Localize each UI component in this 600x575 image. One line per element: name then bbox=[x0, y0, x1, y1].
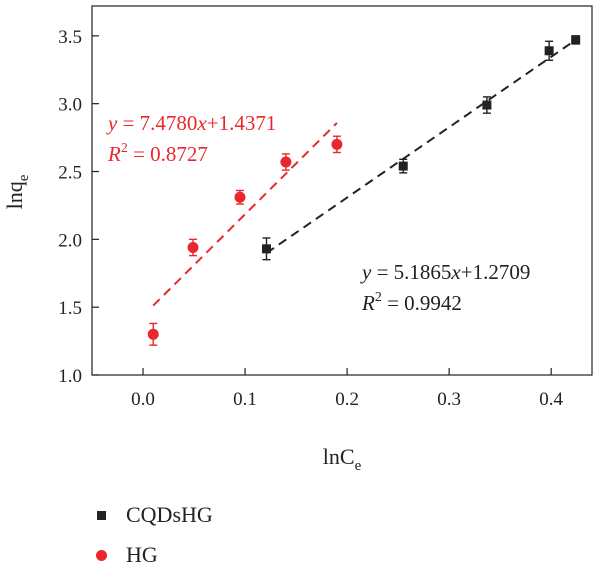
x-tick-label: 0.3 bbox=[437, 389, 461, 410]
cqdshg-point bbox=[398, 161, 408, 171]
y-tick-label: 3.5 bbox=[58, 27, 82, 48]
y-tick-label: 3.0 bbox=[58, 95, 82, 116]
legend-item-cqdshg: CQDsHG bbox=[90, 495, 213, 535]
y-tick-label: 2.5 bbox=[58, 163, 82, 184]
x-tick-label: 0.1 bbox=[233, 389, 257, 410]
x-tick-label: 0.4 bbox=[539, 389, 563, 410]
x-tick-label: 0.0 bbox=[131, 389, 155, 410]
plot-frame bbox=[91, 5, 593, 376]
hg-point bbox=[331, 138, 343, 150]
hg-fit-line bbox=[152, 122, 338, 307]
legend-label-cqdshg: CQDsHG bbox=[126, 502, 213, 527]
circle-marker-icon bbox=[95, 549, 107, 561]
cqdshg-point bbox=[482, 100, 492, 110]
hg-point bbox=[234, 191, 246, 203]
square-marker-icon bbox=[96, 510, 106, 520]
hg-fit-equation: y = 7.4780x+1.4371 bbox=[106, 111, 276, 135]
hg-point bbox=[147, 328, 159, 340]
x-tick-label: 0.2 bbox=[335, 389, 359, 410]
y-axis-label-subscript: e bbox=[16, 174, 32, 181]
cqdshg-fit-equation: y = 5.1865x+1.2709 bbox=[360, 260, 530, 284]
cqdshg-point bbox=[261, 244, 271, 254]
cqdshg-fit-r2: R2 = 0.9942 bbox=[361, 290, 462, 315]
y-tick-label: 1.0 bbox=[58, 366, 82, 387]
cqdshg-point bbox=[571, 35, 581, 45]
hg-point bbox=[187, 241, 199, 253]
y-axis-label: lnqe bbox=[2, 174, 32, 209]
fit-lines bbox=[152, 39, 577, 307]
hg-fit-r2: R2 = 0.8727 bbox=[107, 141, 208, 166]
x-axis-label: lnCe bbox=[323, 444, 362, 474]
legend: CQDsHG HG bbox=[90, 495, 213, 575]
y-tick-label: 1.5 bbox=[58, 298, 82, 319]
legend-item-hg: HG bbox=[90, 535, 213, 575]
cqdshg-fit-line bbox=[265, 39, 577, 254]
hg-point bbox=[280, 156, 292, 168]
x-axis-label-subscript: e bbox=[355, 458, 362, 474]
y-tick-label: 2.0 bbox=[58, 230, 82, 251]
axis-ticks: 0.0 0.1 0.2 0.3 0.4 1.0 1.5 2.0 2.5 3.0 3.5 bbox=[58, 27, 563, 410]
isotherm-chart: 0.0 0.1 0.2 0.3 0.4 1.0 1.5 2.0 2.5 3.0 3.5 lnCe l… bbox=[2, 5, 593, 474]
cqdshg-point bbox=[544, 46, 554, 56]
legend-label-hg: HG bbox=[126, 542, 158, 567]
data-points bbox=[147, 35, 581, 346]
